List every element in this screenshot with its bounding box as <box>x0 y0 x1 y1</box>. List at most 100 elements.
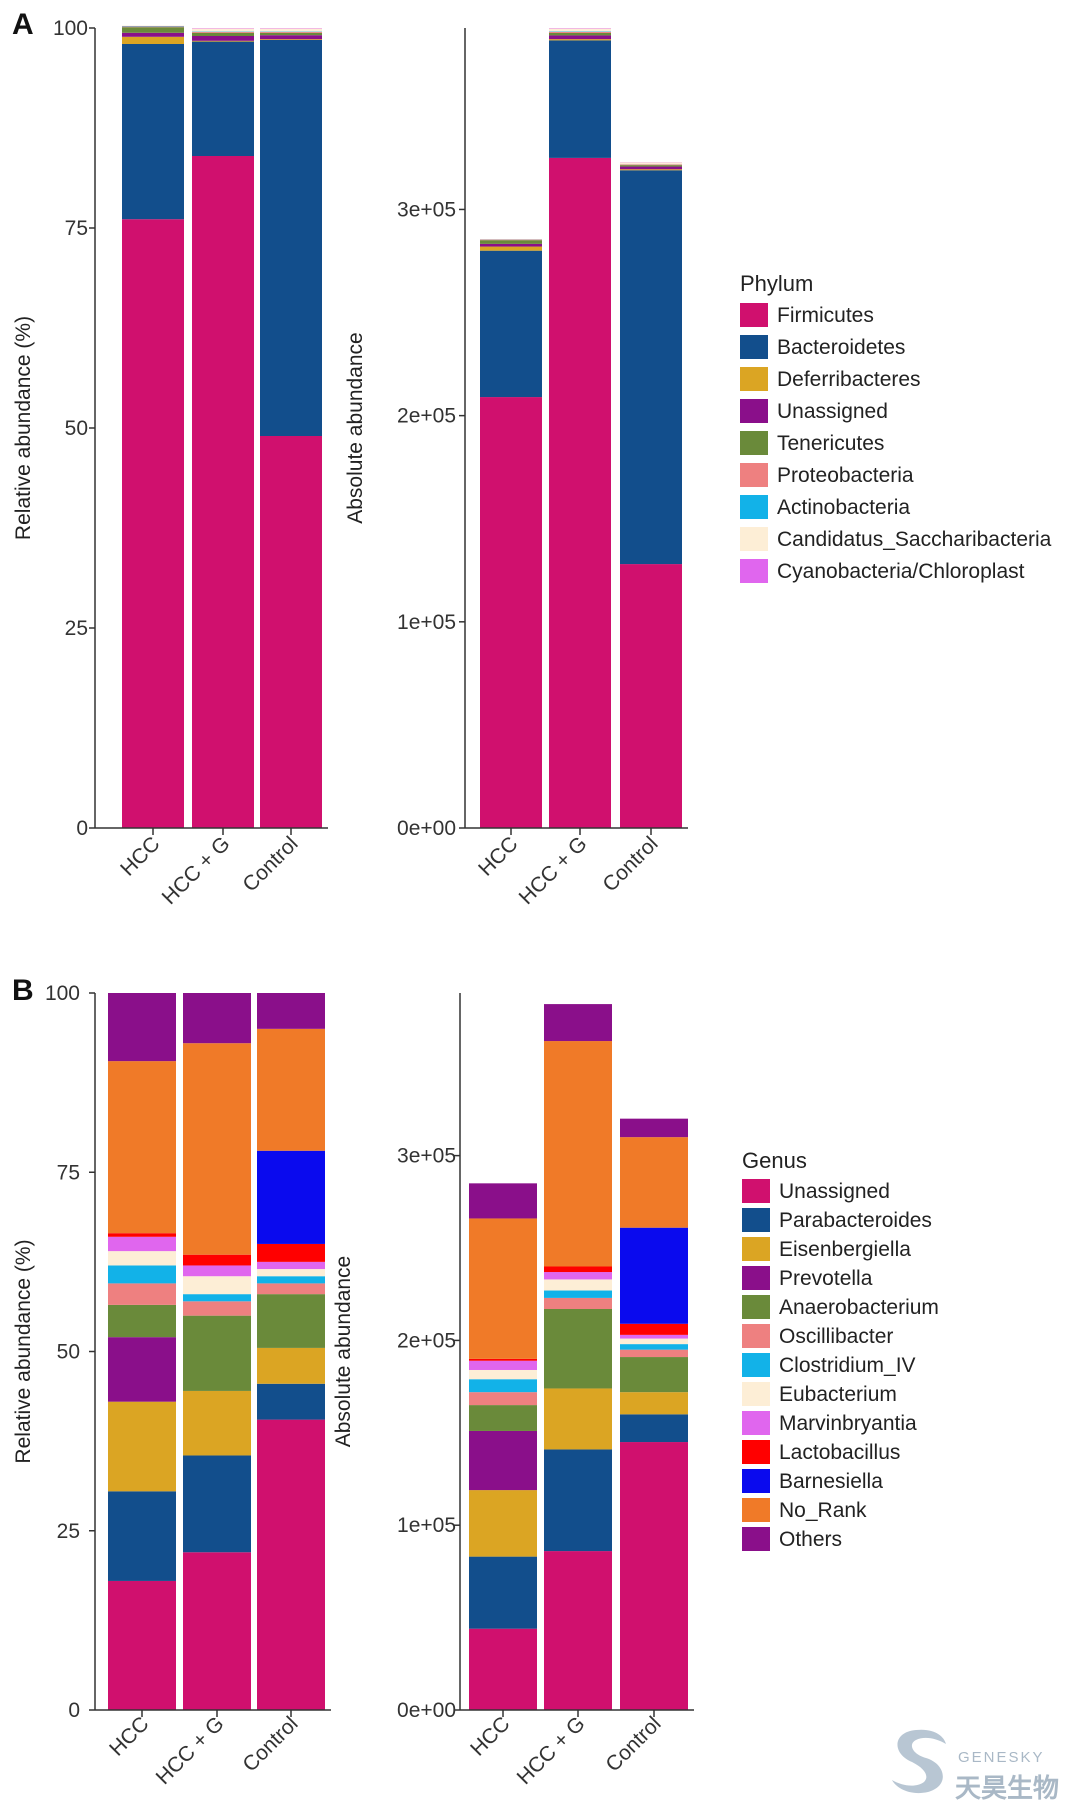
watermark-chinese: 天昊生物 <box>955 1774 1059 1804</box>
bar-segment <box>549 35 611 40</box>
bar-segment <box>257 1294 325 1348</box>
bar-segment <box>544 1449 612 1552</box>
bar-segment <box>192 36 254 41</box>
bar-segment <box>122 27 184 33</box>
legend-label: Bacteroidetes <box>777 336 905 359</box>
bar-segment <box>544 1297 612 1309</box>
bar-segment <box>620 1442 688 1710</box>
y-axis-title: Absolute abundance <box>332 1256 355 1448</box>
legend-title: Phylum <box>740 271 813 296</box>
legend-swatch <box>742 1237 770 1261</box>
legend-swatch <box>740 335 768 359</box>
panel-letter-a: A <box>12 8 34 41</box>
y-tick-label: 100 <box>53 17 88 40</box>
bar-segment <box>544 1041 612 1267</box>
legend-title: Genus <box>742 1148 807 1173</box>
legend-swatch <box>742 1266 770 1290</box>
bar-segment <box>469 1430 537 1491</box>
bar-segment <box>469 1379 537 1393</box>
bar-segment <box>469 1556 537 1629</box>
bar-segment <box>257 1261 325 1270</box>
legend-a: Phylum Firmicutes Bacteroidetes Deferribact… <box>740 271 1052 583</box>
legend-label: Oscillibacter <box>779 1325 893 1348</box>
legend-swatch <box>742 1179 770 1203</box>
legend-swatch <box>742 1208 770 1232</box>
bar-segment <box>257 1276 325 1284</box>
bar-segment <box>183 1254 251 1266</box>
legend-label: Barnesiella <box>779 1470 883 1493</box>
bar-segment <box>108 1337 176 1402</box>
bar-segment <box>260 32 322 33</box>
bar-segment <box>544 1279 612 1291</box>
bar-segment <box>480 243 542 247</box>
y-tick-label: 0 <box>68 1699 80 1722</box>
bar-segment <box>108 1304 176 1338</box>
x-tick-label: HCC <box>105 1712 153 1760</box>
bar-segment <box>108 1265 176 1284</box>
y-tick-label: 50 <box>57 1341 80 1364</box>
bar-segment <box>260 32 322 36</box>
bar-segment <box>122 32 184 37</box>
legend-swatch <box>742 1440 770 1464</box>
bar-segment <box>192 40 254 42</box>
bar-segment <box>183 1552 251 1710</box>
bar-segment <box>469 1358 537 1361</box>
bar-segment <box>544 1290 612 1298</box>
bar-segment <box>620 1349 688 1358</box>
bar-segment <box>183 1301 251 1316</box>
legend-label: Marvinbryantia <box>779 1412 917 1435</box>
legend-swatch <box>740 399 768 423</box>
legend-swatch <box>740 559 768 583</box>
bar-segment <box>620 162 682 165</box>
bar-segment <box>620 1118 688 1138</box>
bar-segment <box>544 1272 612 1280</box>
bar-segment <box>122 36 184 44</box>
bar-segment <box>257 1243 325 1262</box>
y-tick-label: 2e+05 <box>397 1329 456 1352</box>
y-tick-label: 0e+00 <box>397 817 456 840</box>
bar-segment <box>620 564 682 828</box>
panel-letter-b: B <box>12 974 34 1007</box>
bar-segment <box>469 1183 537 1219</box>
bar-segment <box>620 1137 688 1228</box>
x-tick-label: Control <box>598 832 662 896</box>
bar-segment <box>260 35 322 40</box>
bar-segment <box>257 1419 325 1710</box>
bar-segment <box>620 1227 688 1324</box>
legend-swatch <box>742 1295 770 1319</box>
bar-segment <box>544 1388 612 1450</box>
bar-segment <box>260 28 322 32</box>
bar-segment <box>257 1347 325 1384</box>
bar-segment <box>620 1334 688 1339</box>
bar-segment <box>108 993 176 1062</box>
bar-segment <box>469 1369 537 1380</box>
legend-label: Proteobacteria <box>777 464 914 487</box>
bar-segment <box>183 1390 251 1456</box>
bar-segment <box>544 1551 612 1710</box>
legend-swatch <box>742 1324 770 1348</box>
legend-label: Eubacterium <box>779 1383 897 1406</box>
bar-segment <box>260 436 322 828</box>
legend-swatch <box>740 303 768 327</box>
y-tick-label: 75 <box>65 217 88 240</box>
bar-segment <box>257 1269 325 1277</box>
bar-segment <box>108 1401 176 1492</box>
bar-segment <box>192 32 254 33</box>
bar-segment <box>469 1628 537 1710</box>
legend-label: Prevotella <box>779 1267 873 1290</box>
x-tick-label: HCC <box>466 1712 514 1760</box>
x-tick-label: HCC + G <box>152 1712 229 1789</box>
bar-segment <box>544 1004 612 1042</box>
bar-segment <box>192 41 254 156</box>
x-tick-label: HCC + G <box>513 1712 590 1789</box>
y-tick-label: 3e+05 <box>397 198 456 221</box>
bar-segment <box>469 1360 537 1370</box>
bar-segment <box>108 1580 176 1710</box>
y-axis-title: Relative abundance (%) <box>12 1239 35 1463</box>
legend-label: Lactobacillus <box>779 1441 900 1464</box>
bar-segment <box>108 1251 176 1266</box>
